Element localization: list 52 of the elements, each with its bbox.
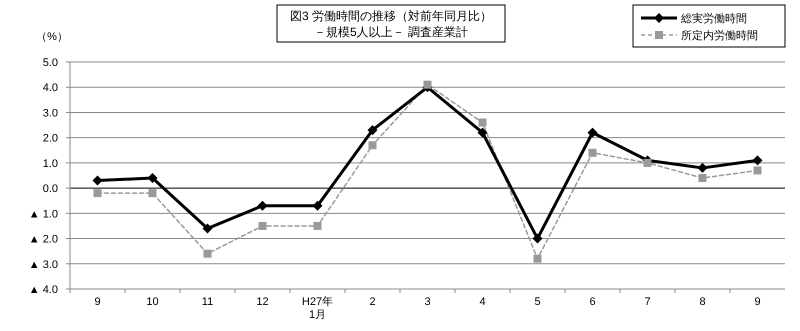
- x-tick-label: 3: [424, 296, 431, 308]
- x-tick-label: 8: [699, 296, 706, 308]
- x-tick-label: 10: [146, 296, 159, 308]
- point: [644, 158, 652, 167]
- point: [148, 189, 156, 198]
- point: [314, 222, 322, 230]
- legend-label: 所定内労働時間: [681, 29, 758, 42]
- x-tick-label: 11: [202, 296, 214, 308]
- point: [588, 128, 598, 138]
- x-tick-label: 4: [479, 296, 486, 308]
- x-tick-label: 9: [754, 296, 761, 308]
- y-tick-label: ▲ 2.0: [28, 234, 58, 246]
- y-tick-label: ▲ 1.0: [28, 208, 58, 220]
- point: [424, 80, 432, 89]
- point: [204, 250, 212, 258]
- point: [754, 166, 762, 174]
- point: [258, 200, 268, 211]
- y-tick-label: 4.0: [42, 82, 58, 94]
- point: [258, 222, 266, 230]
- x-tick-label: 2: [369, 296, 376, 308]
- point: [92, 176, 102, 186]
- point: [368, 125, 378, 136]
- point: [312, 200, 322, 211]
- x-tick-label: H27年 1月: [302, 296, 334, 321]
- point: [698, 162, 708, 173]
- point: [588, 148, 596, 157]
- point: [698, 174, 706, 182]
- point: [94, 189, 102, 198]
- point: [202, 223, 212, 234]
- y-tick-label: ▲ 3.0: [28, 258, 58, 271]
- y-tick-label: 5.0: [42, 57, 58, 69]
- y-tick-label: 3.0: [42, 107, 58, 120]
- y-tick-label: 2.0: [42, 132, 58, 145]
- point: [368, 141, 376, 150]
- point: [534, 254, 542, 263]
- x-tick-label: 5: [534, 296, 541, 308]
- x-tick-label: 6: [589, 296, 596, 308]
- point: [752, 155, 762, 166]
- point: [148, 173, 158, 184]
- legend-label: 総実労働時間: [680, 12, 747, 25]
- y-tick-label: 1.0: [42, 158, 58, 170]
- chart-subtitle: －規模5人以上－ 調査産業計: [314, 25, 468, 39]
- point: [478, 128, 488, 138]
- x-tick-label: 12: [256, 296, 269, 308]
- x-tick-label: 7: [644, 296, 651, 308]
- x-tick-label: 9: [94, 296, 101, 308]
- point: [478, 118, 486, 127]
- y-axis-title: （%）: [36, 31, 68, 43]
- chart-title: 図3 労働時間の推移（対前年同月比）: [290, 9, 492, 23]
- y-tick-label: 0.0: [42, 183, 58, 196]
- point: [532, 234, 542, 244]
- y-tick-label: ▲ 4.0: [28, 284, 58, 296]
